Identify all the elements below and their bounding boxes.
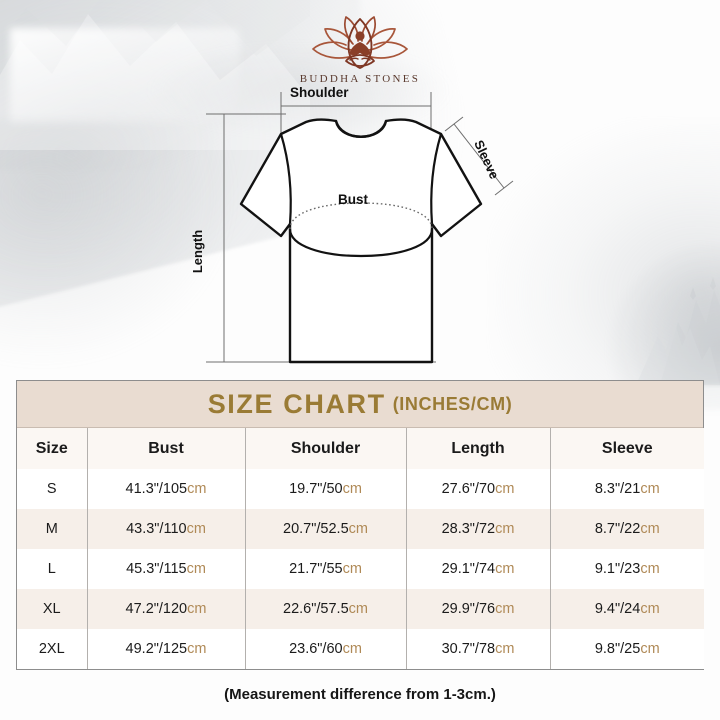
cell-shoulder: 23.6"/60cm bbox=[245, 629, 407, 669]
neckline-curve bbox=[334, 119, 388, 138]
column-header-length: Length bbox=[406, 428, 551, 469]
table-row: M 43.3"/110cm 20.7"/52.5cm 28.3"/72cm 8.… bbox=[17, 509, 704, 549]
sleeve-dimension-line bbox=[444, 116, 514, 196]
wash-right-secondary bbox=[600, 235, 720, 385]
cell-sleeve: 9.4"/24cm bbox=[550, 589, 704, 629]
cell-length: 29.1"/74cm bbox=[406, 549, 551, 589]
bust-dimension-label: Bust bbox=[338, 192, 368, 207]
left-armhole-seam bbox=[279, 132, 292, 226]
size-chart-title-band: SIZE CHART (INCHES/CM) bbox=[17, 381, 703, 428]
cell-size: S bbox=[17, 469, 88, 509]
cell-length: 28.3"/72cm bbox=[406, 509, 551, 549]
cell-bust: 41.3"/105cm bbox=[87, 469, 246, 509]
cell-size: 2XL bbox=[17, 629, 88, 669]
size-table: Size Bust Shoulder Length Sleeve S 41.3"… bbox=[17, 428, 704, 669]
measurement-note: (Measurement difference from 1-3cm.) bbox=[224, 686, 496, 703]
lotus-meditation-icon bbox=[312, 16, 408, 69]
cell-sleeve: 9.8"/25cm bbox=[550, 629, 704, 669]
right-armhole-seam bbox=[430, 132, 443, 226]
cell-bust: 47.2"/120cm bbox=[87, 589, 246, 629]
bust-measure-line-solid bbox=[288, 228, 434, 258]
size-chart-units: (INCHES/CM) bbox=[392, 393, 513, 414]
cell-bust: 49.2"/125cm bbox=[87, 629, 246, 669]
length-dimension-label: Length bbox=[190, 229, 206, 274]
size-chart-card: SIZE CHART (INCHES/CM) Size Bust Shoulde… bbox=[16, 380, 704, 670]
cell-sleeve: 8.7"/22cm bbox=[550, 509, 704, 549]
cell-shoulder: 22.6"/57.5cm bbox=[245, 589, 407, 629]
cell-sleeve: 9.1"/23cm bbox=[550, 549, 704, 589]
cell-length: 29.9"/76cm bbox=[406, 589, 551, 629]
brand-logo: BUDDHA STONES bbox=[0, 12, 720, 85]
brand-name: BUDDHA STONES bbox=[299, 73, 421, 85]
cell-sleeve: 8.3"/21cm bbox=[550, 469, 704, 509]
bust-measure-line-dotted bbox=[289, 202, 433, 230]
table-header-row: Size Bust Shoulder Length Sleeve bbox=[17, 428, 704, 469]
column-header-bust: Bust bbox=[87, 428, 246, 469]
column-header-size: Size bbox=[17, 428, 88, 469]
cell-shoulder: 21.7"/55cm bbox=[245, 549, 407, 589]
cell-bust: 45.3"/115cm bbox=[87, 549, 246, 589]
column-header-shoulder: Shoulder bbox=[245, 428, 407, 469]
cell-size: L bbox=[17, 549, 88, 589]
cell-shoulder: 20.7"/52.5cm bbox=[245, 509, 407, 549]
table-row: XL 47.2"/120cm 22.6"/57.5cm 29.9"/76cm 9… bbox=[17, 589, 704, 629]
mountain-silhouette-icon bbox=[636, 277, 720, 385]
tshirt-measurement-diagram: Shoulder Bust Length Sleeve bbox=[186, 84, 536, 376]
cell-shoulder: 19.7"/50cm bbox=[245, 469, 407, 509]
cell-size: XL bbox=[17, 589, 88, 629]
cell-length: 30.7"/78cm bbox=[406, 629, 551, 669]
size-chart-title: SIZE CHART bbox=[207, 388, 386, 419]
tshirt-outline-icon bbox=[206, 92, 514, 364]
table-row: 2XL 49.2"/125cm 23.6"/60cm 30.7"/78cm 9.… bbox=[17, 629, 704, 669]
table-row: L 45.3"/115cm 21.7"/55cm 29.1"/74cm 9.1"… bbox=[17, 549, 704, 589]
column-header-sleeve: Sleeve bbox=[550, 428, 704, 469]
cell-length: 27.6"/70cm bbox=[406, 469, 551, 509]
table-row: S 41.3"/105cm 19.7"/50cm 27.6"/70cm 8.3"… bbox=[17, 469, 704, 509]
cell-bust: 43.3"/110cm bbox=[87, 509, 246, 549]
cell-size: M bbox=[17, 509, 88, 549]
shoulder-dimension-label: Shoulder bbox=[290, 85, 349, 100]
